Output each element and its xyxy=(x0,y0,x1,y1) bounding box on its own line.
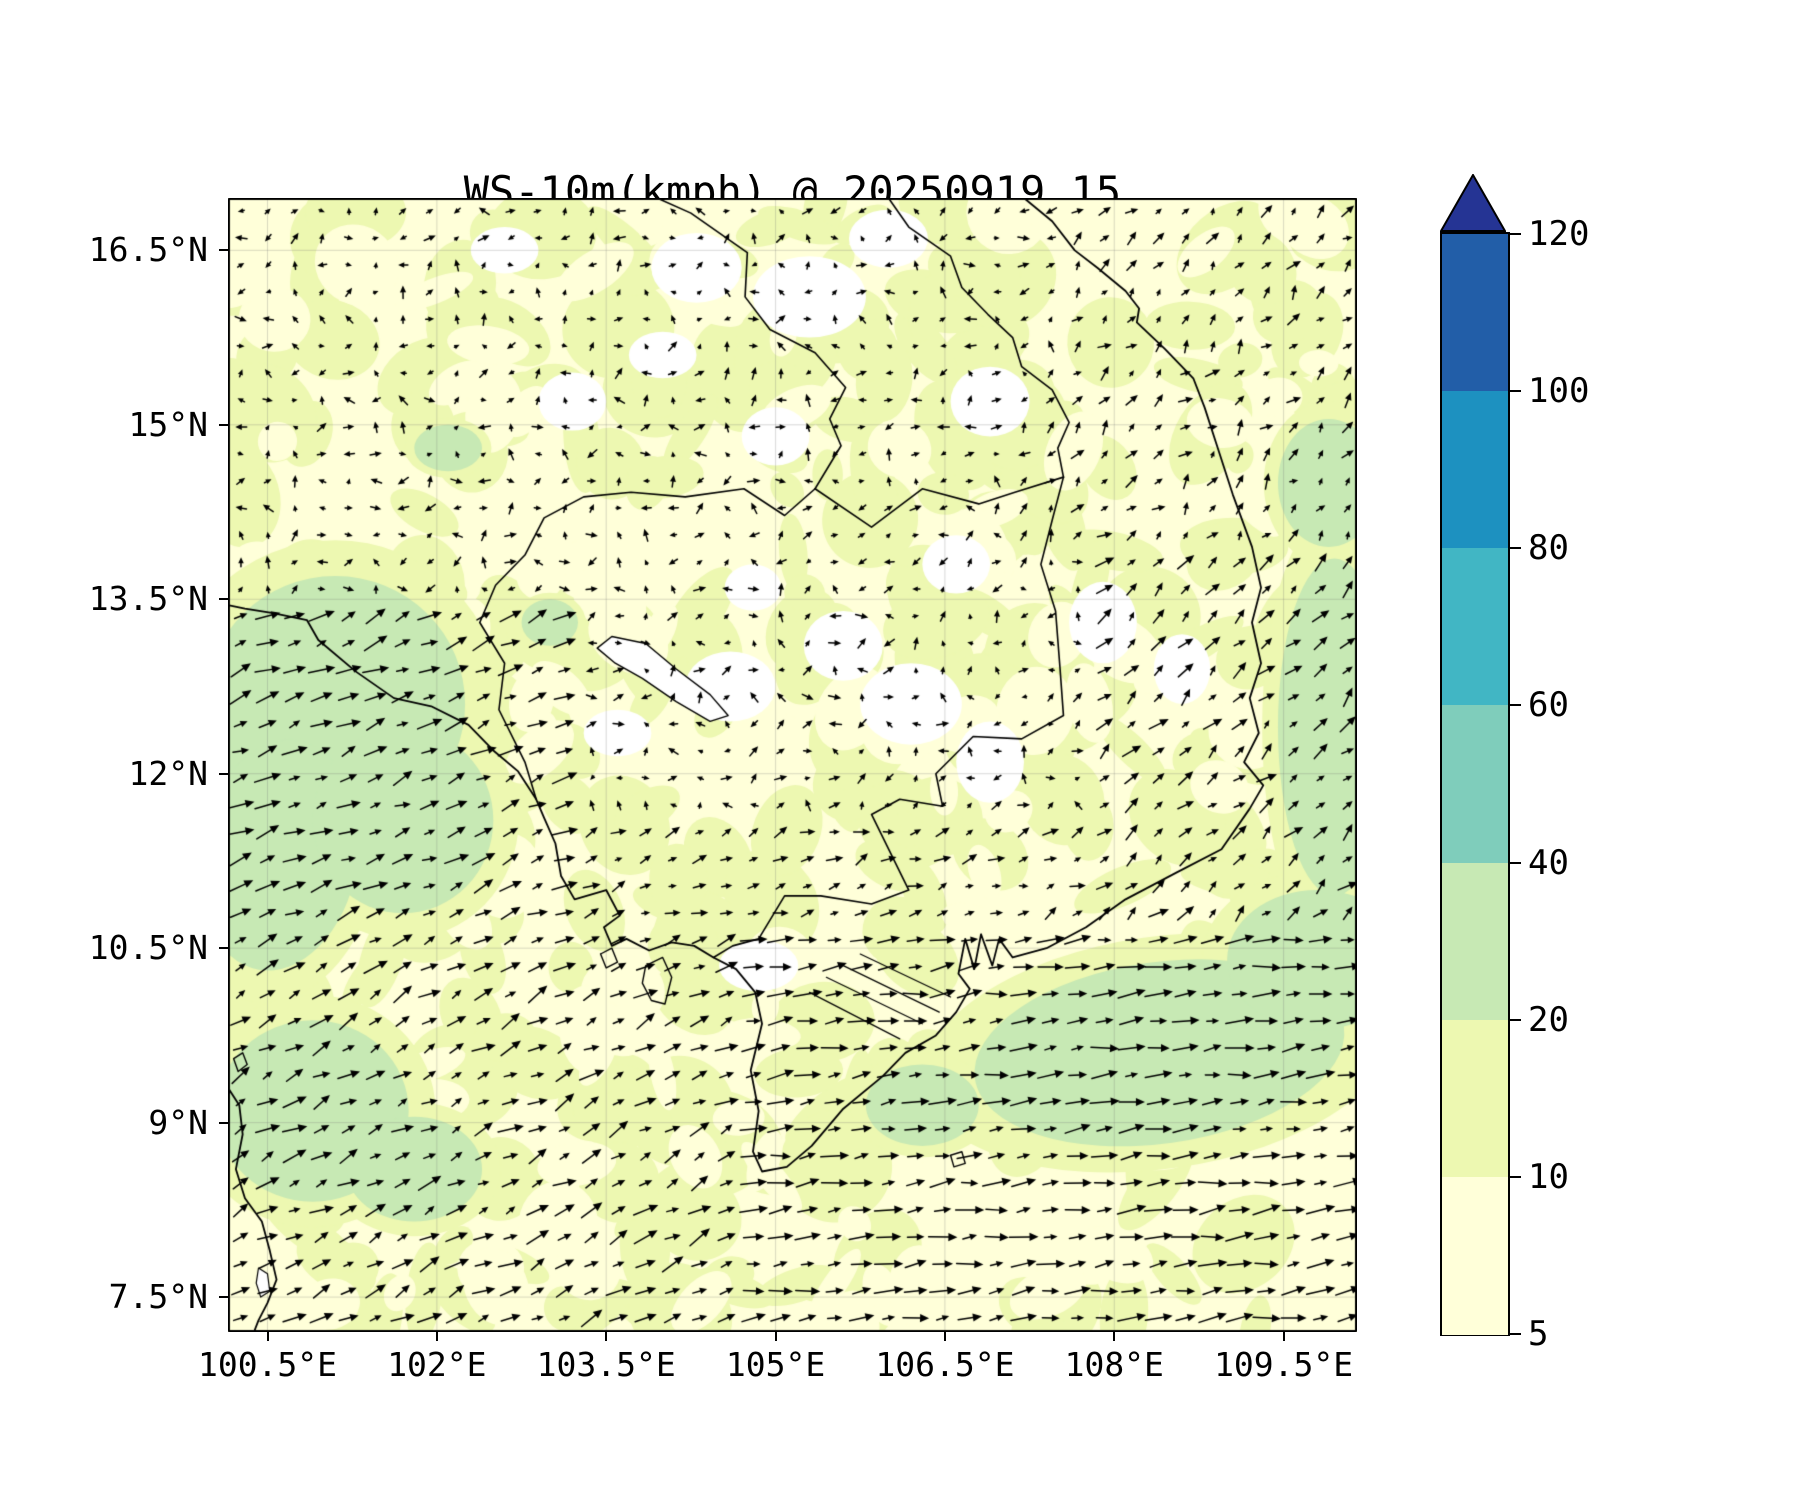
y-tick-mark xyxy=(219,249,228,252)
colorbar-segment xyxy=(1442,391,1508,549)
colorbar-segment xyxy=(1442,705,1508,864)
x-tick-mark xyxy=(1282,1332,1285,1341)
x-tick-label: 103.5°E xyxy=(536,1345,676,1384)
colorbar-segment xyxy=(1442,548,1508,707)
x-tick-mark xyxy=(266,1332,269,1341)
colorbar-extend-triangle xyxy=(1440,174,1506,232)
y-tick-label: 7.5°N xyxy=(108,1277,208,1317)
colorbar-tick-label: 100 xyxy=(1528,371,1590,412)
colorbar-body xyxy=(1440,232,1510,1336)
colorbar-tick-label: 10 xyxy=(1528,1156,1569,1197)
y-tick-label: 12°N xyxy=(128,753,208,793)
map-canvas xyxy=(228,198,1357,1332)
y-tick-mark xyxy=(219,1296,228,1299)
y-tick-mark xyxy=(219,598,228,601)
colorbar-tick-label: 20 xyxy=(1528,999,1569,1040)
colorbar-tick-mark xyxy=(1510,233,1521,235)
x-tick-mark xyxy=(435,1332,438,1341)
x-tick-label: 108°E xyxy=(1064,1345,1164,1384)
colorbar-tick-label: 60 xyxy=(1528,685,1569,726)
colorbar-tick-mark xyxy=(1510,1175,1521,1178)
x-tick-mark xyxy=(1113,1332,1116,1341)
colorbar-segment xyxy=(1442,1019,1508,1178)
x-tick-mark xyxy=(943,1332,946,1341)
x-tick-mark xyxy=(774,1332,777,1341)
y-tick-label: 9°N xyxy=(148,1102,208,1142)
colorbar-segment xyxy=(1442,862,1508,1021)
colorbar-tick-mark xyxy=(1510,1018,1521,1021)
y-tick-mark xyxy=(219,947,228,950)
y-tick-label: 15°N xyxy=(128,404,208,444)
colorbar-tick-mark xyxy=(1510,704,1521,707)
x-tick-label: 102°E xyxy=(387,1345,487,1384)
colorbar-tick-label: 80 xyxy=(1528,528,1569,569)
y-tick-mark xyxy=(219,423,228,426)
y-tick-mark xyxy=(219,1121,228,1124)
colorbar-tick-label: 40 xyxy=(1528,842,1569,883)
y-tick-mark xyxy=(219,772,228,775)
x-tick-label: 106.5°E xyxy=(875,1345,1015,1384)
colorbar-tick-label: 120 xyxy=(1528,214,1590,254)
x-tick-label: 109.5°E xyxy=(1214,1345,1354,1384)
colorbar-tick-mark xyxy=(1510,861,1521,864)
colorbar: 5 10 20 40 60 80 100 120 xyxy=(1440,174,1660,1354)
y-tick-label: 13.5°N xyxy=(88,579,208,619)
colorbar-tick-mark xyxy=(1510,547,1521,550)
colorbar-tick-mark xyxy=(1510,390,1521,393)
x-tick-label: 105°E xyxy=(725,1345,826,1384)
x-tick-mark xyxy=(605,1332,608,1341)
colorbar-segment xyxy=(1442,1176,1508,1335)
colorbar-tick-mark xyxy=(1510,1333,1521,1335)
x-tick-label: 100.5°E xyxy=(197,1345,338,1384)
y-tick-label: 16.5°N xyxy=(88,230,208,270)
y-tick-label: 10.5°N xyxy=(88,928,208,968)
colorbar-tick-label: 5 xyxy=(1528,1314,1549,1354)
colorbar-segment xyxy=(1442,234,1508,392)
